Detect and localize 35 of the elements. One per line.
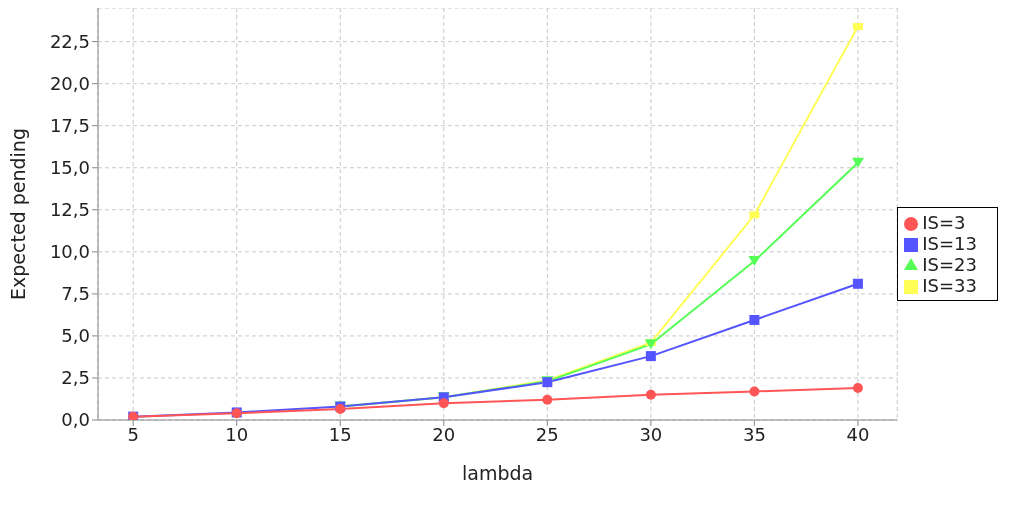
y-axis-title: Expected pending (6, 128, 29, 300)
x-tick-label: 15 (328, 423, 352, 445)
y-tick-label: 5,0 (61, 325, 90, 347)
x-tick-label: 5 (127, 423, 139, 445)
y-tick-label: 22,5 (49, 31, 90, 53)
point (749, 386, 760, 397)
y-tick-label: 0,0 (61, 409, 90, 431)
point (749, 211, 760, 219)
legend-label: IS=13 (922, 233, 977, 254)
x-tick-label: 30 (639, 423, 663, 445)
point (645, 389, 656, 400)
y-tick-label: 2,5 (61, 367, 90, 389)
x-axis-title: lambda (462, 462, 534, 484)
legend-label: IS=3 (922, 212, 966, 233)
x-tick-label: 25 (535, 423, 559, 445)
y-tick-label: 15,0 (49, 157, 90, 179)
point (438, 398, 449, 409)
point (748, 256, 761, 267)
point (851, 157, 864, 168)
point (852, 278, 863, 289)
x-tick-label: 35 (742, 423, 766, 445)
x-tick-label: 40 (846, 423, 870, 445)
y-tick-label: 12,5 (49, 199, 90, 221)
legend-label: IS=23 (922, 254, 977, 275)
point (749, 314, 760, 325)
x-tick-label: 20 (432, 423, 456, 445)
point (542, 394, 553, 405)
y-tick-label: 17,5 (49, 115, 90, 137)
legend-label: IS=33 (922, 275, 977, 296)
y-tick-label: 20,0 (49, 73, 90, 95)
point (645, 351, 656, 362)
point (852, 383, 863, 394)
y-tick-label: 7,5 (61, 283, 90, 305)
x-tick-label: 10 (225, 423, 249, 445)
y-tick-label: 10,0 (49, 241, 90, 263)
